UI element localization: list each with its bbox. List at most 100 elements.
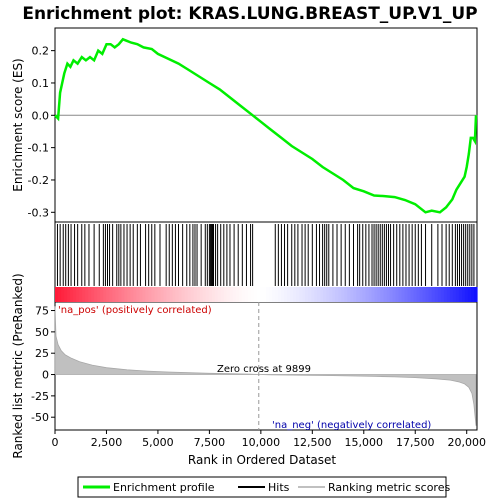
es-tick-label-4: 0.1 [32,77,50,90]
rank-bar-cell-114 [398,287,403,302]
rank-bar-cell-32 [151,287,156,302]
metric-axis: -50 -25 0 25 50 75 [31,305,55,424]
rank-bar-cell-3 [64,287,68,302]
es-line [54,37,478,214]
rank-bar-cell-36 [163,287,168,302]
rank-bar-cell-22 [121,287,125,302]
metric-area-fill [54,306,477,426]
rank-bar-cell-109 [383,287,388,302]
rank-bar-cell-65 [250,287,255,302]
x-tick-label-4: 10,000 [242,436,281,449]
rank-bar-cell-125 [431,287,436,302]
metric-tick-label-3: 25 [35,347,49,360]
rank-bar-cell-115 [401,287,406,302]
rank-bar-cell-20 [115,287,119,302]
rank-bar-cell-21 [118,287,122,302]
rank-bar-cell-5 [70,287,74,302]
rank-bar-cell-119 [413,287,418,302]
rank-bar-cell-62 [241,287,246,302]
rank-bar-cell-27 [136,287,140,302]
rank-bar-cell-80 [296,287,300,302]
rank-bar-cell-2 [61,287,65,302]
rank-bar-cell-126 [434,287,439,302]
rank-bar-cell-25 [130,287,134,302]
rank-bar-cell-112 [392,287,397,302]
metric-axis-label: Ranked list metric (PreRanked) [11,273,25,458]
rank-bar-cell-83 [305,287,309,302]
es-tick-label-3: 0.0 [32,109,50,122]
rank-bar-cell-108 [380,287,385,302]
rank-bar-cell-38 [169,287,174,302]
rank-bar-cell-47 [196,287,201,302]
rank-bar-cell-104 [368,287,373,302]
rank-bar-cell-71 [269,287,273,302]
rank-bar-cell-116 [404,287,409,302]
rank-bar-cell-1 [58,287,62,302]
rank-bar-cell-113 [395,287,400,302]
rank-bar-cell-96 [344,287,348,302]
rank-bar-cell-139 [473,287,478,302]
rank-bar-cell-40 [175,287,180,302]
rank-bar-cell-50 [205,287,210,302]
rank-bar-cell-128 [440,287,445,302]
legend-metric-label: Ranking metric scores [328,481,450,494]
rank-color-bar [55,287,478,302]
rank-bar-cell-75 [281,287,285,302]
rank-bar-cell-111 [389,287,394,302]
rank-bar-cell-121 [419,287,424,302]
rank-bar-cell-44 [187,287,192,302]
rank-bar-cell-78 [290,287,294,302]
rank-bar-cell-81 [299,287,303,302]
rank-bar-cell-69 [262,287,267,302]
x-tick-label-7: 17,500 [396,436,435,449]
rank-bar-cell-66 [253,287,258,302]
rank-bar-cell-135 [461,287,466,302]
x-axis-label: Rank in Ordered Dataset [188,453,336,467]
rank-bar-cell-31 [148,287,153,302]
rank-bar-cell-23 [124,287,128,302]
rank-bar-cell-118 [410,287,415,302]
rank-bar-cell-86 [314,287,318,302]
rank-bar-cell-63 [244,287,249,302]
rank-bar-cell-61 [238,287,243,302]
rank-bar-cell-60 [235,287,240,302]
rank-bar-cell-10 [85,287,89,302]
rank-bar-cell-46 [193,287,198,302]
x-tick-label-1: 2,500 [91,436,123,449]
rank-bar-cell-134 [458,287,463,302]
metric-tick-label-1: -25 [31,390,49,403]
rank-bar-cell-4 [67,287,71,302]
rank-bar-cell-123 [425,287,430,302]
rank-bar-cell-76 [284,287,288,302]
rank-bar-cell-26 [133,287,137,302]
rank-bar-cell-117 [407,287,412,302]
rank-bar-cell-19 [112,287,116,302]
rank-bar-cell-105 [371,287,376,302]
rank-bar-cell-0 [55,287,59,302]
metric-tick-label-4: 50 [35,326,49,339]
x-tick-label-6: 15,000 [345,436,384,449]
rank-bar-cell-58 [229,287,234,302]
rank-bar-cell-56 [223,287,228,302]
rank-bar-cell-49 [202,287,207,302]
es-tick-label-0: -0.3 [28,206,49,219]
x-tick-label-5: 12,500 [293,436,332,449]
rank-bar-cell-137 [467,287,472,302]
chart-title: Enrichment plot: KRAS.LUNG.BREAST_UP.V1_… [22,4,477,24]
rank-bar-cell-133 [455,287,460,302]
rank-bar-cell-59 [232,287,237,302]
es-tick-label-2: -0.1 [28,142,49,155]
rank-bar-cell-43 [184,287,189,302]
rank-bar-cell-93 [335,287,339,302]
rank-bar-cell-48 [199,287,204,302]
x-tick-label-8: 20,000 [447,436,486,449]
rank-bar-cell-15 [100,287,104,302]
rank-bar-cell-136 [464,287,469,302]
rank-bar-cell-101 [359,287,364,302]
metric-tick-label-5: 75 [35,305,49,318]
rank-bar-cell-97 [347,287,351,302]
rank-bar-cell-55 [220,287,225,302]
rank-bar-cell-100 [356,287,361,302]
rank-bar-cell-51 [208,287,213,302]
